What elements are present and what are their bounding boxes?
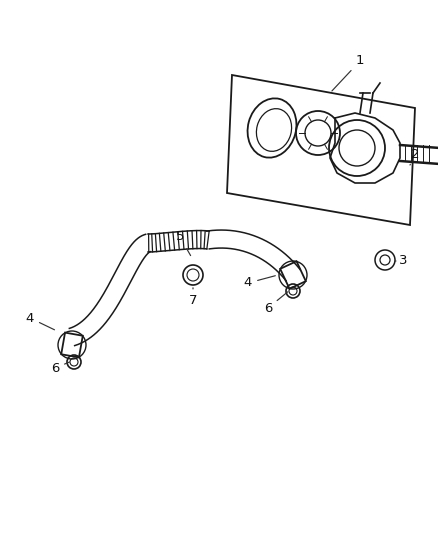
Text: 6: 6 xyxy=(51,361,70,375)
Text: 1: 1 xyxy=(332,54,364,91)
Text: 4: 4 xyxy=(244,276,276,289)
Text: 3: 3 xyxy=(395,254,407,268)
Text: 7: 7 xyxy=(189,288,197,308)
Text: 2: 2 xyxy=(410,149,419,165)
Text: 5: 5 xyxy=(176,230,191,256)
Text: 4: 4 xyxy=(26,311,54,330)
Text: 6: 6 xyxy=(264,292,288,314)
